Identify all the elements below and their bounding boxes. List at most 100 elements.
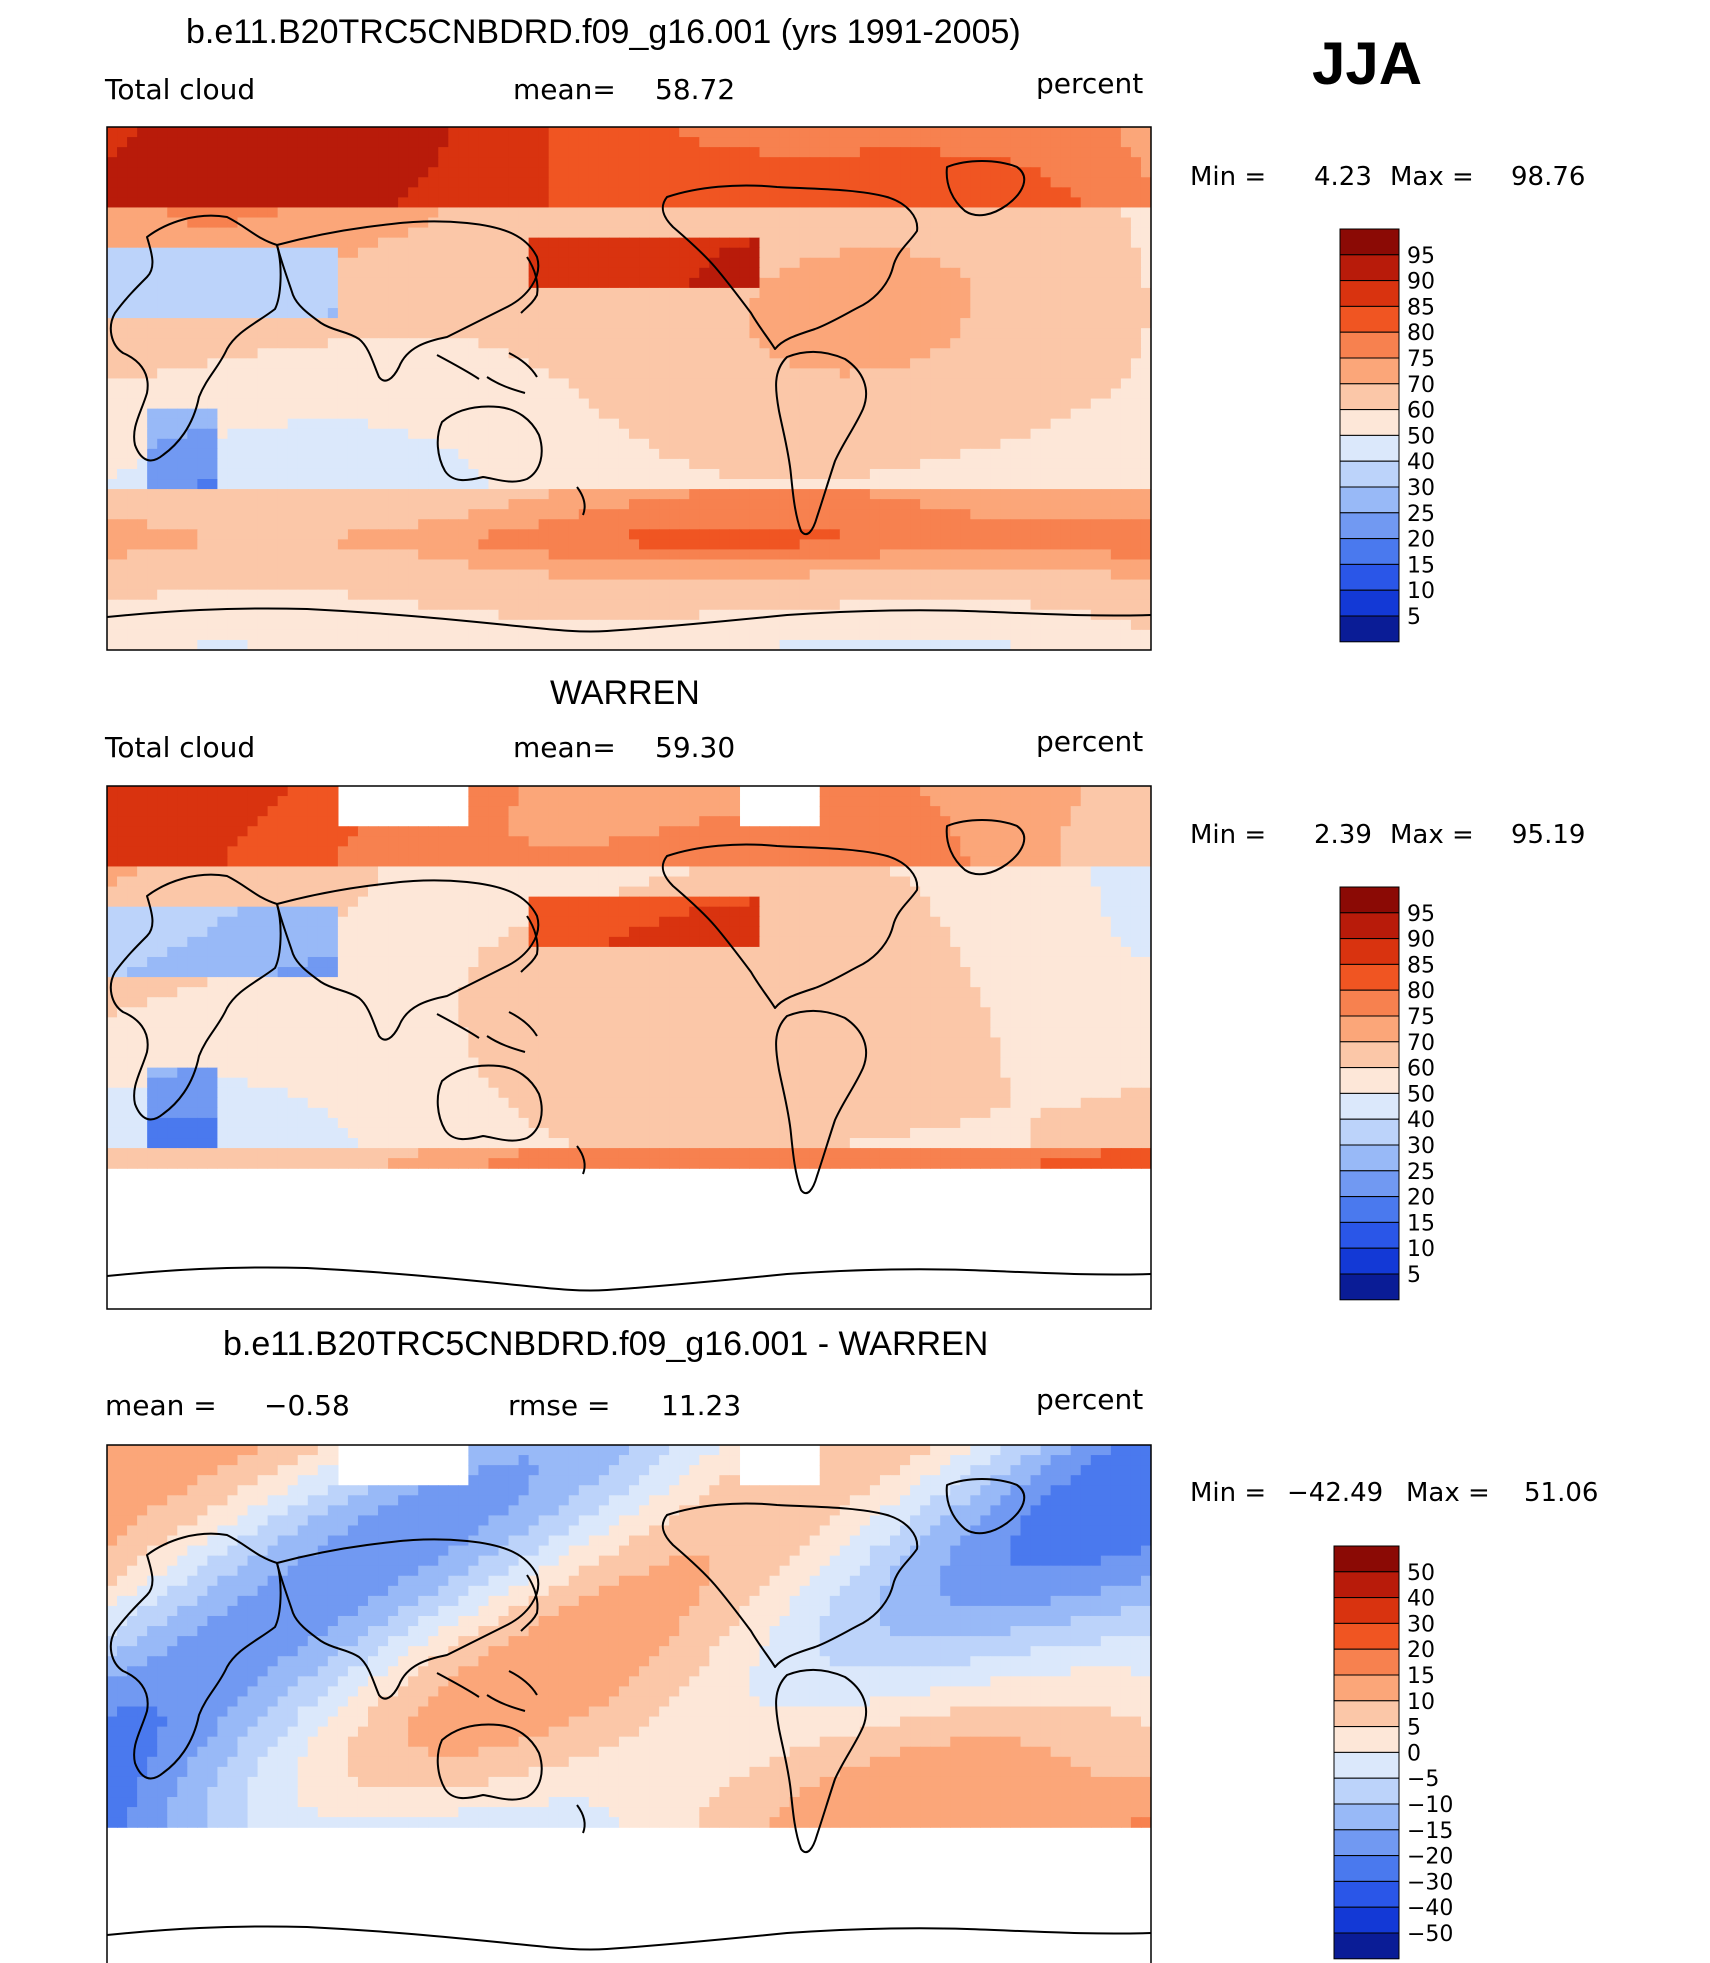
map-cell [217, 287, 229, 299]
map-cell [478, 338, 490, 349]
map-cell [267, 448, 279, 460]
map-cell [257, 137, 269, 148]
map-cell [257, 519, 269, 530]
map-cell [287, 559, 299, 571]
map-cell [1000, 167, 1012, 178]
map-cell [408, 559, 419, 571]
map-cell [849, 589, 861, 601]
map-cell [157, 559, 168, 571]
map-cell [137, 388, 148, 400]
map-cell [859, 277, 871, 289]
map-cell [558, 539, 570, 551]
map-cell [749, 529, 761, 540]
map-cell [1030, 428, 1042, 440]
map-cell [127, 599, 138, 611]
map-cell [518, 348, 530, 359]
map-cell [779, 448, 791, 460]
map-cell [267, 147, 279, 158]
map-cell [277, 277, 289, 289]
map-cell [920, 458, 931, 470]
map-cell [327, 479, 339, 490]
map-cell [187, 579, 198, 591]
map-cell [187, 468, 198, 480]
map-cell [1090, 237, 1102, 249]
map-cell [1030, 438, 1042, 450]
panel-2-max-value: 95.19 [1511, 820, 1586, 850]
map-cell [448, 539, 459, 551]
map-cell [719, 257, 730, 269]
map-cell [1130, 157, 1142, 168]
map-cell [719, 287, 730, 299]
map-cell [689, 428, 700, 440]
map-cell [819, 287, 831, 299]
map-cell [729, 579, 741, 591]
map-cell [578, 338, 590, 349]
map-cell [277, 267, 289, 279]
map-cell [578, 589, 590, 601]
map-cell [237, 378, 249, 390]
map-cell [548, 418, 560, 430]
map-cell [970, 217, 981, 229]
map-cell [1040, 589, 1052, 601]
map-cell [558, 157, 570, 168]
map-cell [127, 378, 138, 390]
map-cell [649, 257, 660, 269]
map-cell [659, 599, 670, 611]
map-cell [418, 499, 429, 510]
map-cell [940, 468, 951, 480]
map-cell [588, 267, 600, 279]
map-cell [849, 227, 861, 239]
map-cell [197, 599, 208, 611]
map-cell [789, 408, 801, 420]
map-cell [849, 267, 861, 279]
map-cell [217, 137, 229, 148]
map-cell [187, 358, 198, 369]
map-cell [177, 207, 188, 219]
map-cell [759, 418, 771, 430]
map-cell [1110, 177, 1122, 188]
map-cell [147, 549, 158, 561]
map-cell [498, 368, 510, 380]
map-cell [799, 418, 811, 430]
map-cell [357, 499, 369, 510]
map-cell [930, 287, 941, 299]
map-cell [749, 408, 761, 420]
map-cell [1000, 559, 1012, 571]
map-cell [398, 418, 409, 430]
map-cell [1110, 257, 1122, 269]
map-cell [1080, 227, 1092, 239]
map-cell [418, 458, 429, 470]
map-cell [1100, 479, 1112, 490]
map-cell [910, 277, 921, 289]
map-cell [930, 308, 941, 319]
map-cell [528, 569, 540, 581]
map-cell [267, 529, 279, 540]
map-cell [789, 509, 801, 520]
map-cell [679, 237, 690, 249]
map-cell [508, 227, 520, 239]
map-cell [528, 197, 540, 209]
map-cell [618, 398, 630, 410]
map-cell [217, 167, 229, 178]
map-cell [829, 277, 841, 289]
map-cell [398, 468, 409, 480]
map-cell [900, 127, 911, 138]
map-cell [729, 549, 741, 561]
map-cell [629, 287, 640, 299]
map-cell [568, 257, 580, 269]
map-cell [508, 287, 520, 299]
map-cell [438, 479, 449, 490]
map-cell [659, 499, 670, 510]
map-cell [368, 287, 379, 299]
map-cell [187, 277, 198, 289]
map-cell [920, 227, 931, 239]
map-cell [950, 559, 961, 571]
map-cell [488, 257, 500, 269]
map-cell [940, 257, 951, 269]
map-cell [729, 127, 741, 138]
map-cell [890, 418, 901, 430]
map-cell [488, 408, 500, 420]
map-cell [458, 539, 469, 551]
map-cell [528, 267, 540, 279]
map-cell [930, 378, 941, 390]
